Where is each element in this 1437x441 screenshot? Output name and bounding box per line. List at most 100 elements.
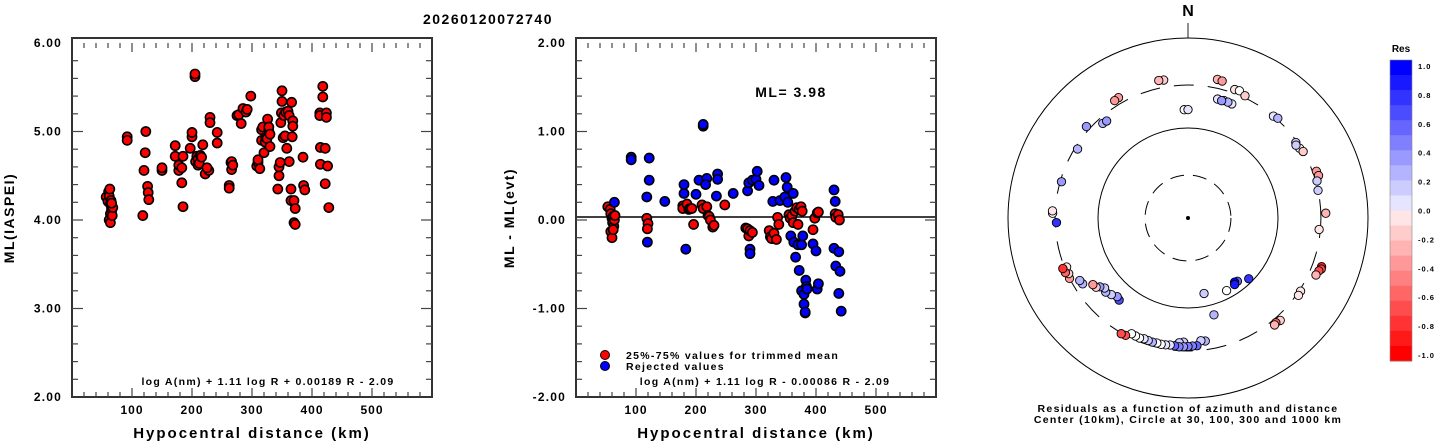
data-point (281, 142, 293, 154)
station-point (1058, 263, 1068, 274)
y-tick-label: 0.00 (538, 213, 566, 227)
colorbar-tick-label: -0.6 (1418, 293, 1435, 302)
legend-label-trimmed: 25%-75% values for trimmed mean (626, 350, 839, 362)
y-tick-labels: 2.00 3.00 4.00 5.00 6.00 (34, 36, 62, 404)
data-point (121, 134, 133, 146)
data-point (712, 173, 723, 185)
y-tick-label: 6.00 (34, 36, 62, 50)
data-point (211, 126, 223, 138)
data-point (747, 226, 758, 238)
axis-ticks (72, 43, 432, 397)
data-point (813, 206, 824, 218)
legend-label-rejected: Rejected values (626, 361, 725, 373)
data-point (197, 139, 209, 151)
north-label: N (1182, 3, 1194, 20)
data-point (793, 265, 805, 276)
station-point (1298, 146, 1308, 157)
data-point (797, 230, 809, 242)
station-point (1116, 329, 1126, 339)
colorbar-tick-label: 0.4 (1418, 149, 1431, 158)
data-point (828, 184, 840, 196)
y-tick-label: 4.00 (34, 213, 62, 227)
colorbar-title: Res (1392, 44, 1411, 55)
colorbar-step (1390, 240, 1412, 257)
colorbar-step (1390, 300, 1412, 317)
data-point (833, 246, 845, 258)
data-point (156, 162, 168, 174)
colorbar-tick-label: -0.8 (1418, 322, 1435, 331)
data-point (801, 283, 813, 295)
data-point (287, 120, 299, 132)
colorbar-step (1390, 210, 1412, 227)
station-point (1199, 288, 1209, 299)
station-point (1312, 176, 1322, 186)
station-point (1240, 91, 1250, 101)
colorbar (1389, 59, 1413, 362)
data-point (201, 162, 213, 174)
colorbar-step (1390, 105, 1412, 121)
data-point (323, 202, 335, 214)
axis-ticks (576, 43, 936, 397)
colorbar-tick-label: -1.0 (1418, 351, 1435, 360)
station-point (1110, 95, 1120, 106)
data-point (177, 150, 189, 162)
data-point (807, 224, 819, 236)
data-point (317, 80, 329, 92)
data-point (727, 188, 739, 199)
data-point (176, 177, 188, 189)
data-point (143, 194, 155, 206)
colorbar-tick-label: 0.6 (1418, 120, 1431, 129)
y-tick-label: 1.00 (538, 125, 566, 139)
x-tick-labels: 100 200 300 400 500 (624, 403, 886, 417)
station-point (1101, 116, 1112, 126)
data-point (286, 131, 298, 143)
data-point (189, 68, 201, 80)
data-point (686, 203, 698, 214)
x-tick-label: 500 (360, 403, 383, 417)
station-point (1216, 96, 1227, 106)
data-point (792, 219, 804, 230)
colorbar-step (1390, 75, 1412, 91)
colorbar-step (1390, 135, 1412, 151)
station-point (1209, 310, 1219, 320)
data-point (697, 119, 709, 130)
data-point (690, 188, 702, 200)
figure-title: 20260120072740 (423, 11, 553, 27)
data-point (829, 196, 841, 207)
station-point (1154, 75, 1164, 86)
polar-caption-line2: Center (10km), Circle at 30, 100, 300 an… (1034, 414, 1342, 426)
data-point (320, 111, 332, 123)
ml-points-layer (100, 68, 335, 230)
colorbar-step (1390, 120, 1412, 136)
colorbar-step (1390, 270, 1412, 287)
data-point (700, 179, 711, 190)
data-point (140, 126, 152, 137)
data-point (834, 214, 845, 226)
y-axis-label: ML(IASPEI) (1, 173, 17, 263)
data-point (286, 96, 297, 108)
station-point (1081, 121, 1092, 132)
residual-points-layer (602, 119, 847, 319)
distance-circle-100km (1097, 127, 1279, 309)
station-point (1183, 104, 1193, 115)
data-point (768, 174, 780, 186)
data-point (104, 183, 116, 195)
data-point (235, 118, 247, 129)
colorbar-step (1390, 225, 1412, 242)
data-point (625, 154, 637, 166)
formula-annotation: log A(nm) + 1.11 log R + 0.00189 R - 2.0… (141, 376, 394, 388)
data-point (223, 182, 235, 194)
data-point (273, 170, 285, 182)
data-point (643, 174, 655, 186)
station-point (1291, 140, 1301, 150)
station-point (1293, 290, 1304, 300)
colorbar-tick-label: -0.2 (1418, 235, 1435, 244)
data-point (319, 142, 331, 154)
data-point (780, 172, 792, 183)
data-point (276, 96, 288, 107)
data-point (322, 160, 333, 172)
x-tick-label: 300 (744, 403, 767, 417)
legend-swatch-rejected (600, 361, 610, 371)
data-point (289, 219, 301, 230)
data-point (751, 165, 763, 177)
